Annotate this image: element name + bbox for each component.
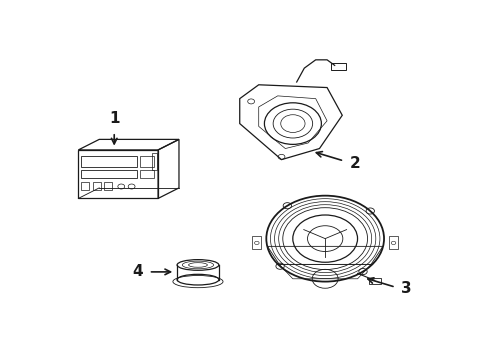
Bar xyxy=(140,157,154,167)
Bar xyxy=(81,170,137,178)
Text: 1: 1 xyxy=(109,111,120,126)
Text: 2: 2 xyxy=(350,156,361,171)
Bar xyxy=(252,237,261,249)
Bar xyxy=(331,63,346,69)
Bar xyxy=(81,157,137,167)
Bar xyxy=(151,153,157,170)
Bar xyxy=(369,278,381,284)
Bar xyxy=(140,170,154,178)
Bar xyxy=(81,182,89,190)
Bar xyxy=(104,182,112,190)
Text: 4: 4 xyxy=(132,264,143,279)
Bar xyxy=(389,237,398,249)
Text: 3: 3 xyxy=(401,281,412,296)
Bar xyxy=(93,182,100,190)
